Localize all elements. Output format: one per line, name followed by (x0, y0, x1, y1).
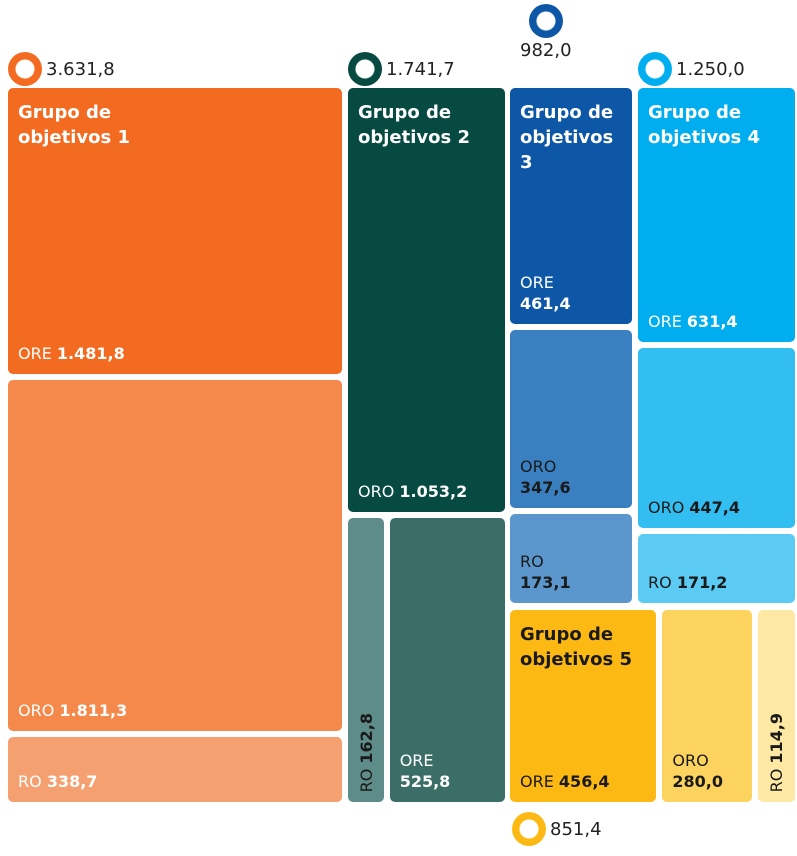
group-icon (8, 52, 42, 86)
total-value: 1.741,7 (386, 58, 455, 80)
cell-value: 631,4 (686, 312, 738, 332)
cell-label: ORE 1.481,8 (18, 343, 338, 364)
treemap-cell: Grupo de objetivos 4 ORE 631,4 (638, 88, 795, 343)
cell-value: 447,4 (689, 498, 741, 518)
cell-name: ORO (358, 482, 395, 502)
cell-name: ORO (648, 498, 685, 518)
treemap-cell: ORO 347,6 (510, 330, 632, 509)
cell-name: ORE (520, 273, 554, 293)
cell-name: RO (18, 771, 42, 791)
cell-value: 1.811,3 (59, 700, 128, 720)
cell-value: 162,8 (357, 712, 376, 764)
group-title: Grupo de objetivos 4 (648, 102, 761, 148)
group-title: Grupo de objetivos 1 (18, 102, 131, 148)
cell-label: ORE 456,4 (520, 771, 652, 792)
total-value: 3.631,8 (46, 58, 115, 80)
group-icon (348, 52, 382, 86)
cell-label: ORO 280,0 (672, 750, 748, 792)
group-total: 1.250,0 (638, 52, 745, 86)
cell-label: RO 162,8 (356, 713, 377, 792)
cell-name: ORE (399, 750, 434, 770)
cell-value: 1.053,2 (399, 482, 468, 502)
cell-value: 461,4 (520, 294, 571, 314)
cell-value: 1.481,8 (56, 344, 125, 364)
treemap-cell: ORO 280,0 (662, 610, 753, 802)
cell-value: 114,9 (767, 712, 787, 764)
treemap-cell: RO 114,9 (758, 610, 795, 802)
cell-label: RO 171,2 (648, 572, 791, 593)
cell-label: ORO 347,6 (520, 456, 628, 498)
total-value: 982,0 (520, 40, 572, 61)
cell-name: ORO (672, 751, 709, 770)
cell-label: ORE 461,4 (520, 272, 628, 314)
cell-value: 456,4 (558, 772, 610, 791)
group-icon (638, 52, 672, 86)
treemap-cell: RO 338,7 (8, 736, 342, 802)
cell-value: 338,7 (46, 771, 98, 791)
treemap-cell: Grupo de objetivos 1 ORE 1.481,8 (8, 88, 342, 375)
group-icon (512, 812, 546, 846)
total-value: 851,4 (550, 818, 602, 840)
group-total: 851,4 (512, 812, 602, 846)
cell-label: ORE 631,4 (648, 311, 791, 332)
group-title: Grupo de objetivos 2 (358, 102, 471, 148)
cell-name: ORE (520, 772, 554, 791)
cell-label: ORO 1.811,3 (18, 700, 338, 721)
cell-label: ORE 525,8 (400, 750, 501, 792)
group-title: Grupo de objetivos 3 (520, 102, 614, 173)
group-total: 982,0 (520, 4, 572, 61)
treemap-cell: RO 171,2 (638, 534, 795, 603)
treemap-cell: ORE 525,8 (389, 518, 505, 802)
treemap-cell: Grupo de objetivos 2 ORO 1.053,2 (348, 88, 505, 513)
cell-name: ORO (520, 457, 557, 477)
group-title: Grupo de objetivos 5 (520, 624, 633, 670)
cell-label: RO 173,1 (520, 551, 628, 593)
group-total: 1.741,7 (348, 52, 455, 86)
cell-value: 347,6 (520, 478, 571, 498)
treemap-cell: Grupo de objetivos 3 ORE 461,4 (510, 88, 632, 325)
cell-value: 171,2 (676, 572, 728, 592)
cell-label: ORO 447,4 (648, 497, 791, 518)
treemap-cell: RO 173,1 (510, 514, 632, 603)
cell-label: ORO 1.053,2 (358, 481, 501, 502)
cell-name: RO (648, 572, 672, 592)
treemap-cell: ORO 447,4 (638, 348, 795, 529)
cell-name: ORE (648, 312, 682, 332)
cell-name: ORO (18, 700, 55, 720)
cell-label: RO 338,7 (18, 771, 338, 792)
cell-name: RO (357, 768, 376, 792)
cell-value: 280,0 (672, 772, 723, 791)
cell-value: 173,1 (520, 573, 571, 592)
cell-value: 525,8 (399, 771, 451, 791)
group-total: 3.631,8 (8, 52, 115, 86)
cell-name: ORE (18, 344, 52, 364)
treemap-cell: RO 162,8 (348, 518, 384, 802)
treemap-cell: Grupo de objetivos 5 ORE 456,4 (510, 610, 657, 802)
cell-name: RO (767, 768, 787, 792)
treemap-cell: ORO 1.811,3 (8, 380, 342, 731)
total-value: 1.250,0 (676, 58, 745, 80)
cell-label: RO 114,9 (766, 713, 787, 792)
group-icon (528, 4, 563, 38)
cell-name: RO (520, 552, 544, 571)
